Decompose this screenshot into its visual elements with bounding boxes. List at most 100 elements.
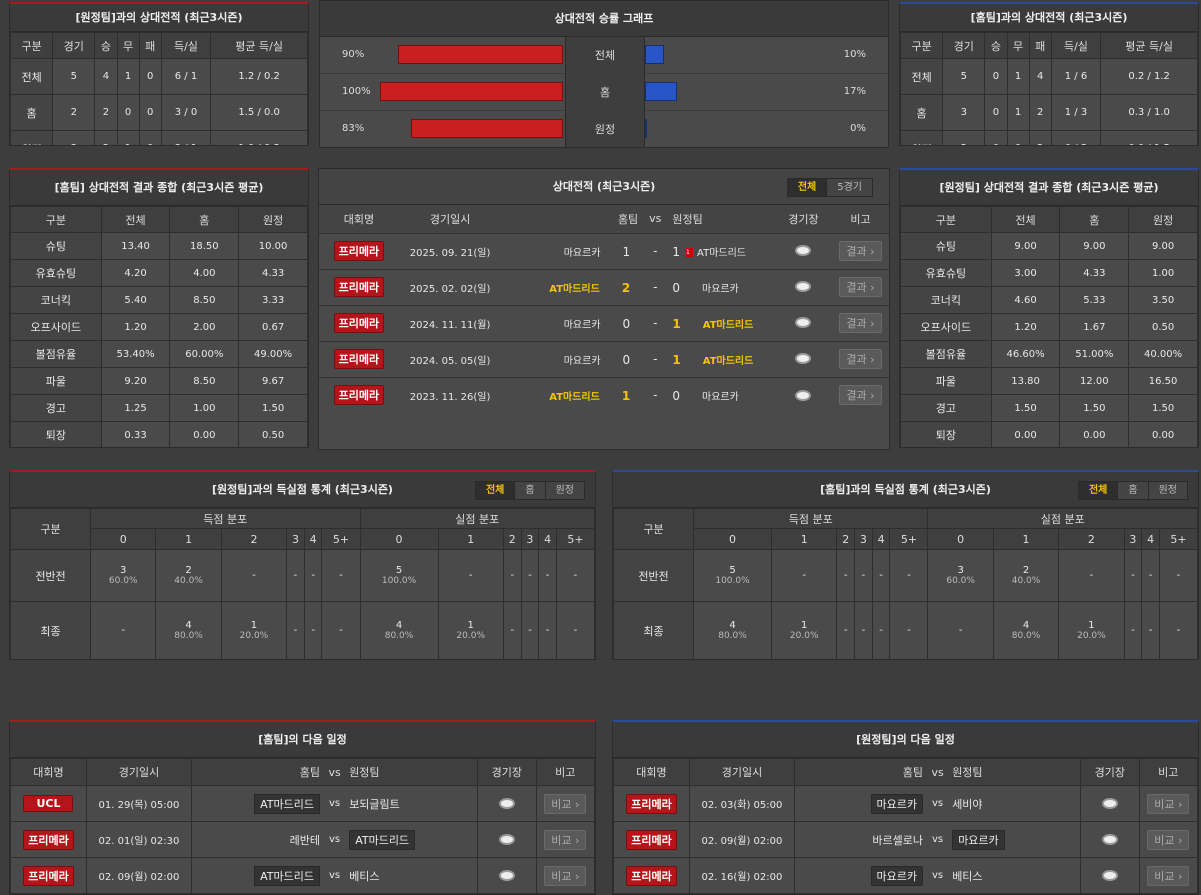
tab-all[interactable]: 전체	[787, 179, 827, 196]
column-header-stadium: 경기장	[477, 758, 537, 786]
cell-value: 13.80	[990, 367, 1061, 395]
cell-value: -	[303, 549, 323, 602]
cell-value: 1 20.0%	[220, 601, 288, 659]
cell-value: -	[1058, 549, 1125, 602]
row-label: 경고	[10, 394, 102, 422]
compare-button[interactable]: 비교 ›	[544, 793, 587, 814]
count: -	[293, 625, 298, 636]
stadium-icon[interactable]	[795, 281, 812, 293]
stadium-icon[interactable]	[498, 869, 515, 881]
cell-value: 1.25	[100, 394, 171, 422]
away-score: 1	[672, 352, 681, 367]
stadium-icon[interactable]	[498, 797, 515, 809]
match-date: 2024. 05. 05(일)	[409, 355, 491, 367]
row-label: 오프사이드	[900, 313, 992, 341]
stadium-icon[interactable]	[795, 389, 812, 401]
result-button[interactable]: 결과 ›	[839, 313, 882, 333]
cell-value: 1.20	[990, 313, 1061, 341]
column-header-league: 대회명	[319, 205, 399, 233]
compare-button[interactable]: 비교 ›	[1147, 793, 1190, 814]
tab-home[interactable]: 홈	[1117, 482, 1147, 499]
h2h-matches-table: 대회명 경기일시 홈팀 vs 원정팀 경기장 비고 프리메라 2025. 09. 21(일) 마요…	[319, 205, 889, 413]
result-button[interactable]: 결과 ›	[839, 277, 882, 297]
cell-value: 1.50	[238, 394, 308, 422]
cell-value: 2	[94, 130, 118, 145]
cell-value: 1.00	[169, 394, 240, 422]
note-cell: 결과 ›	[831, 376, 889, 413]
right-percent: 0%	[850, 123, 866, 134]
away-team-cell: 마요르카	[952, 821, 1082, 858]
goal-count-header: 5+	[321, 528, 361, 550]
h2h-matches-tabs: 전체 5경기	[786, 178, 873, 197]
cell-value: 5.40	[100, 286, 171, 314]
result-button[interactable]: 결과 ›	[839, 241, 882, 261]
stadium-icon[interactable]	[795, 245, 812, 257]
home-team: AT마드리드	[254, 865, 320, 886]
league-badge: UCL	[23, 795, 74, 812]
away-team: 베티스	[349, 869, 380, 883]
percent: 20.0%	[789, 631, 819, 641]
cell-value: 4.60	[990, 286, 1061, 314]
cell-value: 0.00	[1059, 421, 1130, 447]
tab-all[interactable]: 전체	[1078, 482, 1118, 499]
cell-value: -	[836, 601, 856, 659]
stadium-icon[interactable]	[1101, 869, 1118, 881]
count: -	[528, 570, 532, 581]
stadium-icon[interactable]	[498, 833, 515, 845]
column-header-note: 비고	[1138, 758, 1198, 786]
tab-away[interactable]: 원정	[544, 482, 584, 499]
column-header: 무	[1006, 32, 1030, 59]
date-cell: 02. 16(월) 02:00	[688, 857, 796, 894]
score-sep: -	[638, 268, 673, 305]
cell-value: 4.20	[100, 259, 171, 287]
cell-value: 0.50	[1128, 313, 1198, 341]
match-date: 2023. 11. 26(일)	[409, 391, 491, 403]
tab-5-games[interactable]: 5경기	[826, 179, 872, 196]
column-header: 승	[984, 32, 1008, 59]
vs-cell: vs	[320, 821, 350, 858]
compare-button[interactable]: 비교 ›	[544, 865, 587, 886]
row-label: 경고	[900, 394, 992, 422]
goal-stats-home-table: 구분 득점 분포 실점 분포 0 1 2 3 4 5+ 0 1 2 3 4 5+ 전반전 5 100.0% - - - -…	[613, 508, 1198, 659]
home-team: 마요르카	[563, 319, 601, 331]
table-row: 퇴장 0.00 0.00 0.00	[900, 421, 1198, 447]
note-cell: 비교 ›	[1138, 821, 1198, 858]
percent: 20.0%	[456, 631, 486, 641]
result-button[interactable]: 결과 ›	[839, 385, 882, 406]
compare-button[interactable]: 비교 ›	[1147, 865, 1190, 886]
home-team-cell: 마요르카	[794, 785, 923, 822]
compare-button[interactable]: 비교 ›	[544, 829, 587, 850]
away-team: AT마드리드	[702, 319, 754, 331]
stadium-icon[interactable]	[795, 353, 812, 365]
row-label: 원정	[900, 130, 944, 145]
tab-away[interactable]: 원정	[1147, 482, 1187, 499]
column-header-date: 경기일시	[398, 205, 502, 233]
goal-count-header: 2	[220, 528, 288, 550]
away-team-cell: AT마드리드	[349, 821, 479, 858]
goal-count-header: 3	[520, 528, 540, 550]
tab-all[interactable]: 전체	[475, 482, 515, 499]
cell-value: 5	[52, 58, 96, 95]
schedule-row: UCL 01. 29(목) 05:00 AT마드리드 vs 보되글림트 비교 ›	[10, 785, 595, 822]
stadium-cell	[477, 785, 537, 822]
column-header: 구분	[10, 32, 54, 59]
goal-stats-away-title: [원정팀]과의 득실점 통계 (최근3시즌) 전체 홈 원정	[10, 472, 595, 508]
count: -	[573, 570, 578, 581]
count: -	[311, 625, 315, 636]
header-row: 구분 경기 승 무 패 득/실 평균 득/실	[10, 32, 308, 59]
for-header: 득점 분포	[692, 508, 929, 529]
league-badge: 프리메라	[333, 349, 385, 369]
cell-value: -	[854, 549, 873, 602]
stadium-icon[interactable]	[1101, 797, 1118, 809]
away-team: 마요르카	[702, 283, 739, 295]
compare-button[interactable]: 비교 ›	[1147, 829, 1190, 850]
stadium-icon[interactable]	[795, 317, 812, 329]
cell-value: 4 80.0%	[692, 601, 773, 659]
cell-value: 18.50	[169, 232, 240, 260]
stadium-icon[interactable]	[1101, 833, 1118, 845]
result-button[interactable]: 결과 ›	[839, 349, 882, 369]
tab-home[interactable]: 홈	[514, 482, 544, 499]
column-header: 원정	[238, 206, 308, 233]
date-cell: 2024. 05. 05(일)	[398, 340, 502, 377]
vs-label: vs	[932, 798, 944, 809]
